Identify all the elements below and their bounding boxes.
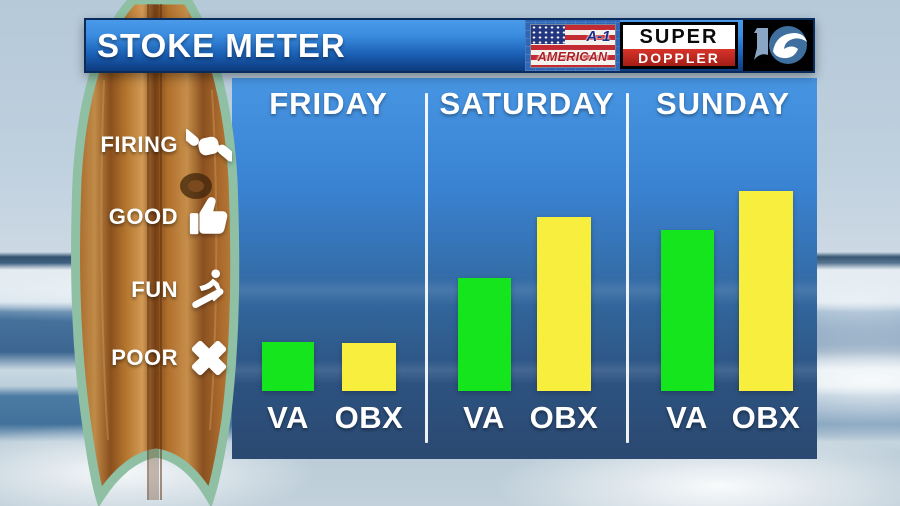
channel-10-logo xyxy=(743,20,813,71)
a1-logo-line1: A-1 xyxy=(586,27,611,45)
day-header-saturday: SATURDAY xyxy=(439,86,615,121)
scale-row-firing: FIRING xyxy=(86,121,232,169)
bar-sunday-va xyxy=(661,230,714,391)
thumbs-up-icon xyxy=(189,197,228,235)
scale-label-fun: FUN xyxy=(131,277,178,302)
column-divider xyxy=(425,93,428,443)
flag-canton xyxy=(530,24,565,44)
a1-american-flag: A-1 AMERICAN xyxy=(529,23,616,68)
bar-label-sunday-va: VA xyxy=(666,400,708,435)
column-divider xyxy=(626,93,629,443)
forecast-panel: FRIDAY SATURDAY SUNDAY VA OBX VA OBX VA … xyxy=(232,78,817,459)
scale-label-poor: POOR xyxy=(111,345,178,370)
bar-label-saturday-obx: OBX xyxy=(529,400,599,435)
scale-label-firing: FIRING xyxy=(100,132,178,157)
surfer-icon xyxy=(192,269,224,309)
scale-label-good: GOOD xyxy=(108,204,178,229)
channel-10-wave-icon xyxy=(743,20,813,71)
bar-label-friday-va: VA xyxy=(267,400,309,435)
surfboard-graphic xyxy=(71,0,240,506)
bar-label-friday-obx: OBX xyxy=(334,400,404,435)
bar-label-sunday-obx: OBX xyxy=(731,400,801,435)
super-doppler-logo: SUPER DOPPLER xyxy=(620,22,738,69)
bar-label-saturday-va: VA xyxy=(463,400,505,435)
super-doppler-line2: DOPPLER xyxy=(623,49,735,66)
x-icon xyxy=(191,340,227,376)
page-title: STOKE METER xyxy=(97,27,346,64)
title-banner: STOKE METER A-1 AMERICAN SUPER DOPPLER xyxy=(84,18,815,73)
day-header-friday: FRIDAY xyxy=(269,86,388,121)
scale-row-poor: POOR xyxy=(86,334,232,382)
day-header-sunday: SUNDAY xyxy=(655,86,791,121)
scale-row-good: GOOD xyxy=(86,193,232,241)
bar-friday-va xyxy=(262,342,314,391)
bar-sunday-obx xyxy=(739,191,793,391)
bar-saturday-va xyxy=(458,278,511,391)
a1-logo-line2: AMERICAN xyxy=(537,49,608,64)
scale-row-fun: FUN xyxy=(86,266,232,314)
a1-american-logo: A-1 AMERICAN xyxy=(525,20,620,71)
super-doppler-line1: SUPER xyxy=(623,25,735,49)
bar-friday-obx xyxy=(342,343,396,391)
shaka-icon xyxy=(186,128,232,162)
bar-saturday-obx xyxy=(537,217,591,391)
